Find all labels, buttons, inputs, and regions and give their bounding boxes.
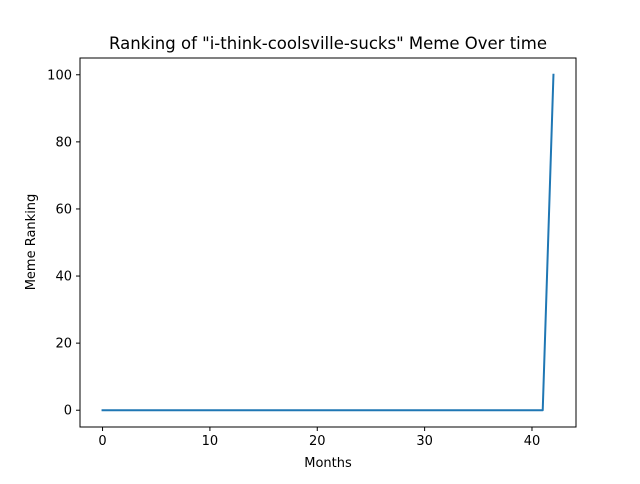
y-axis-ticks: 0 20 40 60 80 100 <box>47 68 80 419</box>
x-tick-label: 30 <box>416 434 433 449</box>
y-axis-label: Meme Ranking <box>24 194 39 291</box>
y-tick-label: 60 <box>55 202 72 217</box>
x-tick-label: 10 <box>202 434 219 449</box>
y-tick-label: 80 <box>55 135 72 150</box>
y-tick-label: 20 <box>55 337 72 352</box>
x-axis-ticks: 0 10 20 30 40 <box>98 427 540 449</box>
y-tick-label: 100 <box>47 68 72 83</box>
y-tick-label: 40 <box>55 270 72 285</box>
series-layer <box>101 73 555 412</box>
series-line <box>101 73 555 412</box>
chart-title: Ranking of "i-think-coolsville-sucks" Me… <box>109 34 547 53</box>
plot-area-frame <box>79 57 577 428</box>
x-tick-label: 20 <box>309 434 326 449</box>
x-tick-label: 0 <box>98 434 106 449</box>
x-axis-label: Months <box>304 456 352 471</box>
y-tick-label: 0 <box>64 404 72 419</box>
x-tick-label: 40 <box>524 434 541 449</box>
